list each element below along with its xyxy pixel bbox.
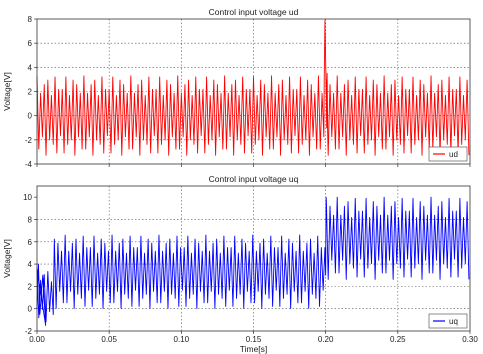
y-tick-label: 0 bbox=[28, 112, 33, 121]
y-tick-label: 0 bbox=[28, 305, 33, 314]
x-tick-label: 0.15 bbox=[246, 335, 262, 344]
chart-title: Control input voltage ud bbox=[209, 7, 299, 17]
y-tick-label: 8 bbox=[28, 215, 33, 224]
chart-panel-0: ud -4 -2 0 2 4 6 8 Control input voltage ud Volta… bbox=[2, 7, 471, 169]
y-tick-label: 2 bbox=[28, 282, 33, 291]
y-tick-label: 4 bbox=[28, 260, 33, 269]
y-tick-label: -2 bbox=[25, 327, 33, 336]
x-tick-label: 0.05 bbox=[101, 335, 117, 344]
y-tick-label: -4 bbox=[25, 160, 33, 169]
legend-label: ud bbox=[449, 150, 458, 159]
y-tick-label: 8 bbox=[28, 15, 33, 24]
legend-box bbox=[428, 146, 468, 162]
y-tick-label: 6 bbox=[28, 39, 33, 48]
x-tick-label: 0.10 bbox=[174, 335, 190, 344]
y-tick-label: 6 bbox=[28, 238, 33, 247]
y-tick-label: 2 bbox=[28, 88, 33, 97]
x-tick-label: 0.25 bbox=[390, 335, 406, 344]
chart-title: Control input voltage uq bbox=[209, 174, 299, 184]
legend-box bbox=[428, 313, 468, 329]
x-axis-label: Time[s] bbox=[240, 344, 268, 354]
chart-panel-1: uq -2 0 2 4 6 8 10 0.00 0.05 0.10 0.15 0.20 0.25 0.30 C… bbox=[2, 174, 478, 354]
series-line-uq bbox=[36, 196, 470, 326]
y-axis-label: Voltage[V] bbox=[2, 239, 12, 278]
x-tick-label: 0.00 bbox=[29, 335, 45, 344]
y-axis-label: Voltage[V] bbox=[2, 72, 12, 111]
series-line-ud bbox=[36, 19, 470, 156]
y-tick-label: 10 bbox=[23, 193, 32, 202]
legend-label: uq bbox=[449, 317, 458, 326]
y-tick-label: -2 bbox=[25, 136, 33, 145]
y-tick-label: 4 bbox=[28, 63, 33, 72]
x-tick-label: 0.30 bbox=[462, 335, 478, 344]
x-tick-label: 0.20 bbox=[318, 335, 334, 344]
